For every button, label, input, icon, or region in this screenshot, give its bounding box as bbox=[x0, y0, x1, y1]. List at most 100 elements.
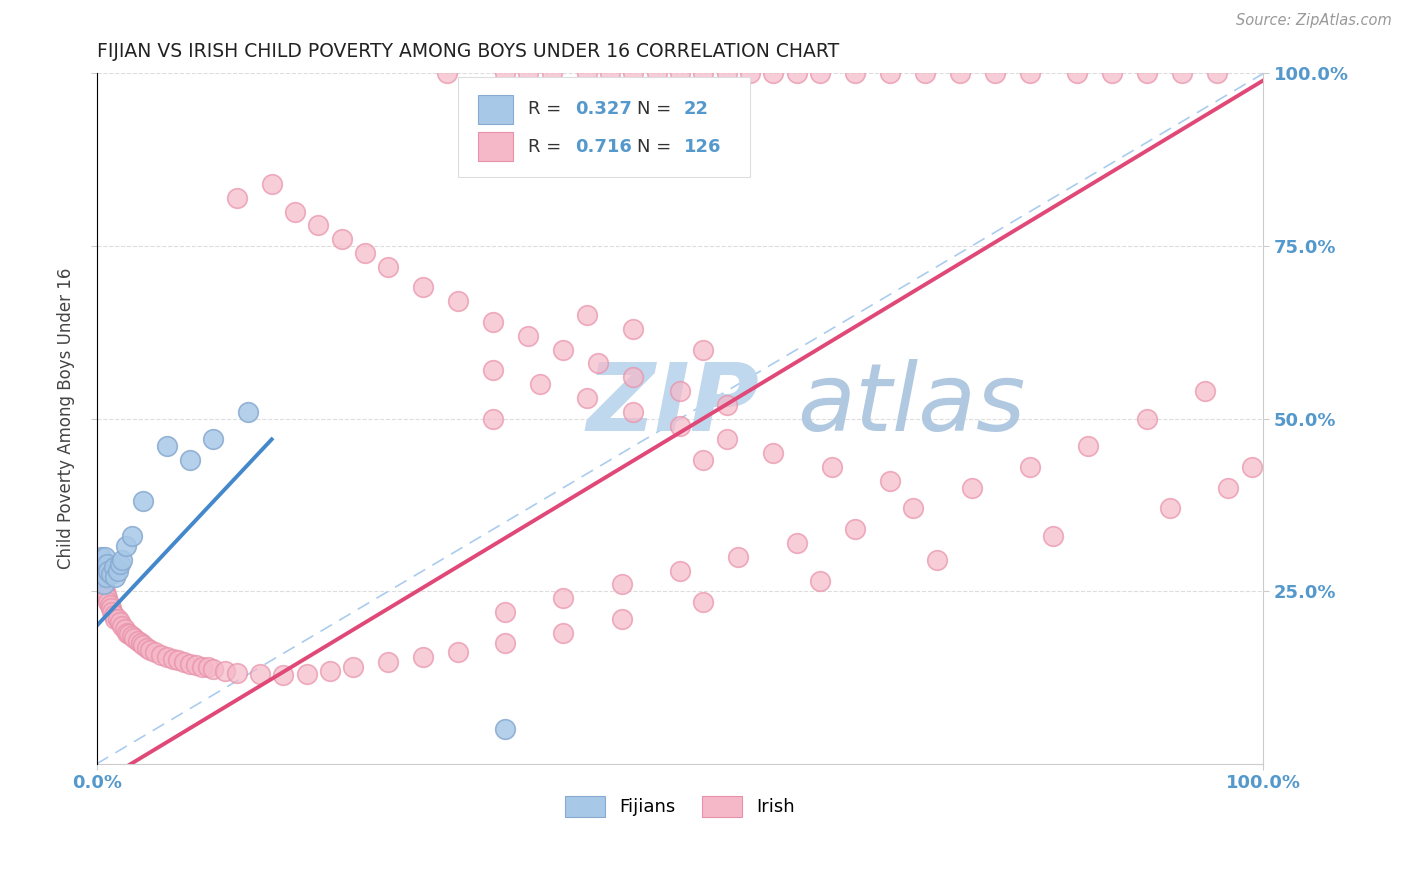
Point bbox=[118, 627, 141, 641]
Point bbox=[599, 66, 621, 80]
Point bbox=[249, 667, 271, 681]
Point bbox=[149, 648, 172, 662]
Point bbox=[104, 612, 127, 626]
Point bbox=[1077, 439, 1099, 453]
Point bbox=[202, 661, 225, 675]
Point bbox=[621, 370, 644, 384]
Point bbox=[808, 574, 831, 588]
Point bbox=[225, 191, 247, 205]
Point bbox=[122, 631, 145, 645]
Point bbox=[87, 564, 110, 578]
Point bbox=[107, 564, 129, 578]
Point bbox=[214, 664, 236, 678]
Point bbox=[260, 177, 283, 191]
Point bbox=[111, 553, 134, 567]
Point bbox=[225, 665, 247, 680]
Point bbox=[669, 418, 692, 433]
Text: atlas: atlas bbox=[797, 359, 1025, 450]
Point bbox=[879, 474, 901, 488]
Point bbox=[669, 384, 692, 398]
Text: Source: ZipAtlas.com: Source: ZipAtlas.com bbox=[1236, 13, 1392, 29]
Point bbox=[121, 529, 143, 543]
Point bbox=[238, 405, 260, 419]
Point bbox=[1205, 66, 1227, 80]
Point bbox=[94, 570, 117, 584]
Point bbox=[738, 66, 761, 80]
Point bbox=[1019, 66, 1042, 80]
Point bbox=[127, 634, 149, 648]
Point bbox=[96, 591, 118, 606]
Point bbox=[879, 66, 901, 80]
Point bbox=[143, 645, 166, 659]
Point bbox=[692, 343, 714, 357]
Point bbox=[669, 564, 692, 578]
Point bbox=[412, 280, 434, 294]
Text: 22: 22 bbox=[683, 100, 709, 119]
Y-axis label: Child Poverty Among Boys Under 16: Child Poverty Among Boys Under 16 bbox=[58, 268, 75, 569]
Point bbox=[101, 605, 124, 619]
Point bbox=[412, 649, 434, 664]
Point bbox=[91, 564, 114, 578]
Text: N =: N = bbox=[637, 100, 676, 119]
Point bbox=[108, 615, 131, 630]
Point bbox=[115, 539, 138, 553]
Point bbox=[786, 66, 808, 80]
Point bbox=[98, 598, 121, 612]
Point bbox=[844, 522, 866, 536]
Point bbox=[482, 315, 505, 329]
Point bbox=[716, 66, 738, 80]
Point bbox=[179, 657, 201, 671]
Point bbox=[621, 405, 644, 419]
Point bbox=[610, 577, 633, 591]
Text: N =: N = bbox=[637, 137, 676, 155]
FancyBboxPatch shape bbox=[458, 77, 749, 177]
Point bbox=[202, 433, 225, 447]
Text: 0.716: 0.716 bbox=[575, 137, 631, 155]
Point bbox=[517, 66, 540, 80]
Point bbox=[494, 723, 516, 737]
Point bbox=[447, 294, 470, 309]
Point bbox=[111, 619, 134, 633]
Text: 0.327: 0.327 bbox=[575, 100, 631, 119]
Point bbox=[132, 638, 155, 652]
Point bbox=[96, 557, 118, 571]
FancyBboxPatch shape bbox=[478, 95, 513, 124]
Point bbox=[197, 660, 219, 674]
Point bbox=[914, 66, 936, 80]
Point bbox=[190, 660, 212, 674]
Point bbox=[87, 570, 110, 584]
Point bbox=[482, 411, 505, 425]
Point bbox=[1194, 384, 1216, 398]
Point bbox=[553, 343, 575, 357]
Point bbox=[97, 564, 120, 578]
Point bbox=[295, 667, 318, 681]
Point bbox=[103, 608, 125, 623]
Point bbox=[103, 560, 125, 574]
Point bbox=[104, 570, 127, 584]
Point bbox=[108, 557, 131, 571]
Point bbox=[330, 232, 353, 246]
Point bbox=[494, 636, 516, 650]
Text: R =: R = bbox=[529, 100, 568, 119]
Point bbox=[129, 636, 152, 650]
Text: ZIP: ZIP bbox=[586, 359, 759, 450]
Point bbox=[529, 377, 551, 392]
Point bbox=[94, 588, 117, 602]
Point bbox=[132, 494, 155, 508]
Point bbox=[716, 398, 738, 412]
Point bbox=[342, 660, 364, 674]
Point bbox=[575, 308, 598, 322]
Point bbox=[482, 363, 505, 377]
Point bbox=[94, 584, 117, 599]
Point bbox=[621, 66, 644, 80]
Point bbox=[115, 625, 138, 640]
Point bbox=[173, 655, 195, 669]
Point bbox=[162, 652, 184, 666]
Point bbox=[1136, 411, 1159, 425]
Point bbox=[307, 219, 329, 233]
Point bbox=[949, 66, 972, 80]
Point bbox=[447, 645, 470, 659]
Point bbox=[1136, 66, 1159, 80]
Point bbox=[1101, 66, 1123, 80]
Point bbox=[762, 446, 785, 460]
